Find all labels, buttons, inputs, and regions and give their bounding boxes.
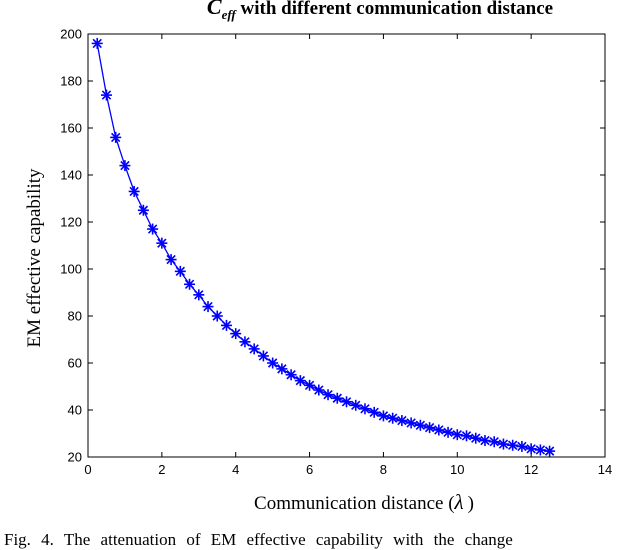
x-axis-label-close: ) xyxy=(468,493,474,514)
data-point xyxy=(442,426,454,438)
data-point xyxy=(137,204,149,216)
y-tick-label: 60 xyxy=(68,356,82,371)
data-point xyxy=(165,254,177,266)
data-point xyxy=(128,185,140,197)
data-point xyxy=(516,440,528,452)
data-point xyxy=(488,436,500,448)
data-point xyxy=(239,336,251,348)
title-text: with different communication distance xyxy=(236,0,553,19)
y-axis-label: EM effective capability xyxy=(24,168,45,348)
y-tick-label: 20 xyxy=(68,450,82,465)
x-tick-label: 8 xyxy=(380,462,387,477)
y-tick-label: 100 xyxy=(60,262,82,277)
y-tick-label: 40 xyxy=(68,403,82,418)
data-point xyxy=(202,301,214,313)
data-point xyxy=(156,237,168,249)
data-point xyxy=(285,369,297,381)
data-point xyxy=(461,430,473,442)
data-point xyxy=(433,424,445,436)
y-tick-label: 120 xyxy=(60,215,82,230)
y-tick-label: 80 xyxy=(68,309,82,324)
x-tick-label: 2 xyxy=(158,462,165,477)
x-axis-label: Communication distance (λ) xyxy=(254,490,474,514)
data-point xyxy=(479,435,491,447)
data-point xyxy=(230,328,242,340)
series-markers xyxy=(91,37,556,457)
data-point xyxy=(174,265,186,277)
y-tick-label: 140 xyxy=(60,168,82,183)
data-point xyxy=(368,406,380,418)
data-point xyxy=(424,422,436,434)
data-point xyxy=(322,389,334,401)
data-point xyxy=(331,392,343,404)
data-point xyxy=(304,379,316,391)
y-tick-label: 160 xyxy=(60,121,82,136)
data-point xyxy=(147,223,159,235)
x-tick-label: 4 xyxy=(232,462,239,477)
title-symbol: C xyxy=(207,0,222,19)
data-point xyxy=(193,289,205,301)
data-point xyxy=(377,410,389,422)
data-point xyxy=(91,37,103,49)
data-point xyxy=(211,310,223,322)
axis-ticks xyxy=(87,33,606,458)
y-tick-label: 200 xyxy=(60,27,82,42)
data-point xyxy=(544,445,556,457)
data-point xyxy=(119,160,131,172)
axis-tick-labels: 0 2 4 6 8 10 12 14 20 40 60 80 100 120 140 160 180 200 xyxy=(60,27,612,478)
data-point xyxy=(267,357,279,369)
x-tick-label: 14 xyxy=(598,462,612,477)
data-point xyxy=(313,384,325,396)
data-point xyxy=(507,439,519,451)
x-axis-label-symbol: λ xyxy=(454,490,464,514)
data-point xyxy=(184,278,196,290)
x-tick-label: 6 xyxy=(306,462,313,477)
data-point xyxy=(294,375,306,387)
data-point xyxy=(350,399,362,411)
x-tick-label: 0 xyxy=(84,462,91,477)
title-subscript: eff xyxy=(222,7,238,22)
data-point xyxy=(248,343,260,355)
data-point xyxy=(341,396,352,408)
x-axis-label-text: Communication distance ( xyxy=(254,493,455,514)
data-point xyxy=(220,319,232,331)
data-point xyxy=(257,350,269,362)
data-point xyxy=(497,438,509,450)
data-point xyxy=(470,432,482,444)
plot-area xyxy=(87,33,606,458)
data-point xyxy=(534,444,546,456)
x-tick-label: 12 xyxy=(524,462,538,477)
data-point xyxy=(100,89,112,101)
data-point xyxy=(451,429,463,441)
data-point xyxy=(396,415,408,427)
data-point xyxy=(414,419,426,431)
figure-caption: Fig. 4. The attenuation of EM effective … xyxy=(4,530,513,549)
data-point xyxy=(359,403,371,415)
x-tick-label: 10 xyxy=(450,462,464,477)
data-point xyxy=(110,131,122,143)
data-point xyxy=(525,443,537,455)
chart-title: Ceff with different communication distan… xyxy=(207,0,553,22)
data-point xyxy=(387,412,399,424)
y-tick-label: 180 xyxy=(60,74,82,89)
data-point xyxy=(405,417,417,429)
data-point xyxy=(276,363,288,375)
